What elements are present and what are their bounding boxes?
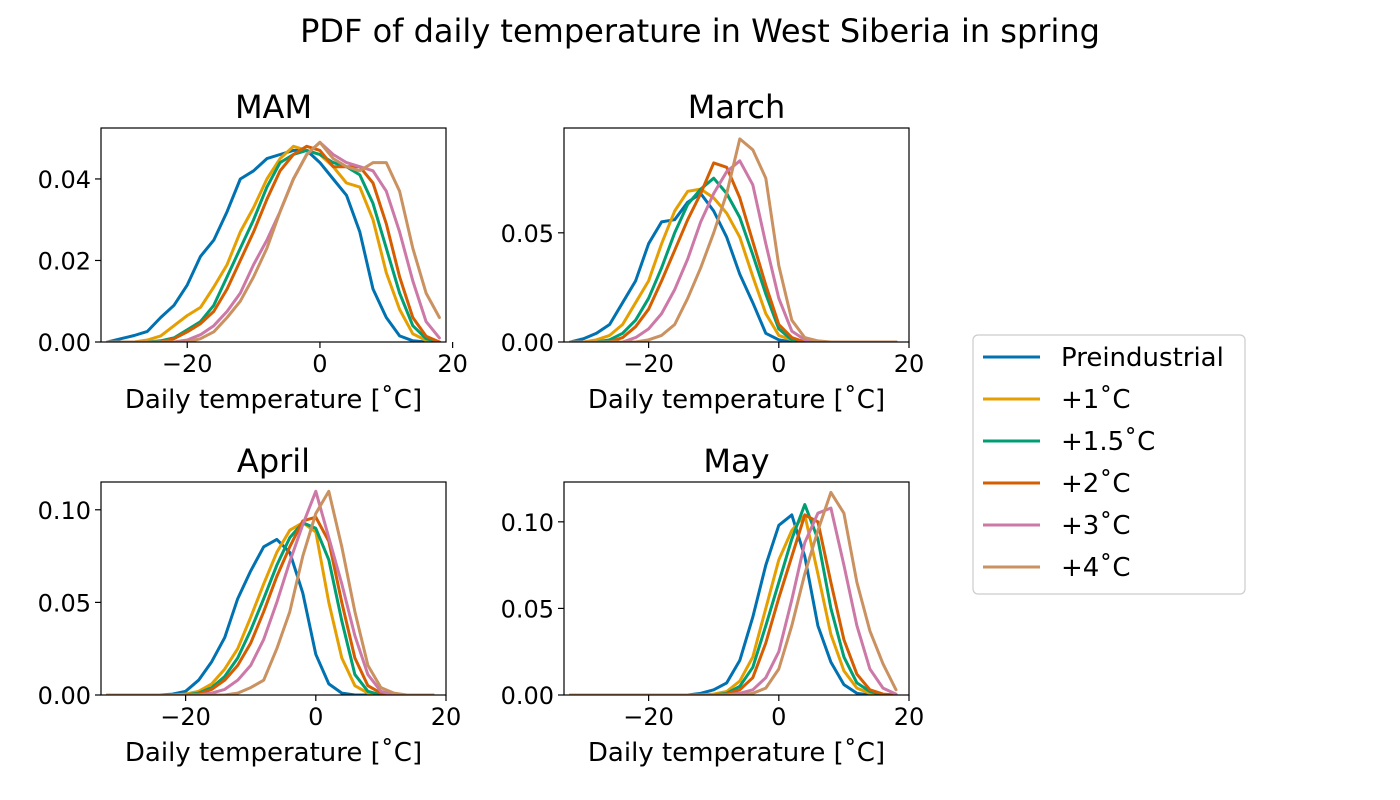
panel-april: April −20 0 20 0.00 0.05 0.10 Daily temperature… <box>38 442 462 768</box>
x-tick-label: 20 <box>894 703 925 731</box>
y-tick-label: 0.05 <box>501 595 554 623</box>
axes-frame <box>563 127 910 343</box>
series-line-3 <box>106 515 435 695</box>
series-line-2 <box>106 521 435 695</box>
series-group <box>569 490 898 695</box>
series-line-3 <box>569 513 898 695</box>
legend-label: +2˚C <box>1061 469 1130 499</box>
series-line-2 <box>569 503 898 695</box>
legend-label: +4˚C <box>1061 553 1130 583</box>
series-group <box>106 140 441 342</box>
legend-frame <box>972 334 1246 595</box>
x-tick-label: −20 <box>162 350 213 378</box>
y-tick-label: 0.04 <box>38 166 91 194</box>
series-line-5 <box>106 489 435 695</box>
x-tick-label: 0 <box>312 350 327 378</box>
panel-title: May <box>703 442 769 480</box>
y-tick-label: 0.05 <box>38 589 91 617</box>
series-line-5 <box>106 140 441 342</box>
series-line-1 <box>569 513 898 695</box>
y-tick-label: 0.00 <box>501 682 554 710</box>
axes-frame <box>563 481 910 696</box>
series-line-4 <box>106 489 435 695</box>
figure-suptitle: PDF of daily temperature in West Siberia… <box>300 12 1100 50</box>
series-line-5 <box>569 137 898 342</box>
series-group <box>106 489 435 695</box>
series-line-2 <box>569 176 898 342</box>
series-group <box>569 137 898 342</box>
x-axis-label: Daily temperature [˚C] <box>588 738 885 768</box>
series-line-2 <box>106 148 441 342</box>
y-tick-label: 0.00 <box>38 682 91 710</box>
panel-title: March <box>688 88 786 126</box>
axes-frame <box>100 127 447 343</box>
legend-label: +1.5˚C <box>1061 427 1155 457</box>
y-tick-label: 0.10 <box>38 497 91 525</box>
series-line-0 <box>569 513 898 695</box>
legend-label: +3˚C <box>1061 511 1130 541</box>
x-tick-label: 0 <box>308 703 323 731</box>
panels: MAM −20 0 20 0.00 0.02 0.04 Daily temperature [… <box>38 88 925 768</box>
legend: Preindustrial +1˚C +1.5˚C +2˚C +3˚C +4˚C <box>972 334 1246 595</box>
x-tick-label: −20 <box>160 703 211 731</box>
panel-title: MAM <box>235 88 312 126</box>
series-line-5 <box>569 490 898 695</box>
series-line-0 <box>106 148 441 342</box>
series-line-1 <box>106 521 435 695</box>
y-tick-label: 0.00 <box>38 329 91 357</box>
x-axis-label: Daily temperature [˚C] <box>125 738 422 768</box>
x-tick-label: −20 <box>623 350 674 378</box>
y-tick-label: 0.10 <box>501 509 554 537</box>
x-tick-label: 0 <box>771 350 786 378</box>
axes-frame <box>100 481 447 696</box>
x-tick-label: 0 <box>771 703 786 731</box>
x-tick-label: 20 <box>431 703 462 731</box>
legend-label: +1˚C <box>1061 385 1130 415</box>
x-tick-label: 20 <box>894 350 925 378</box>
x-tick-label: −20 <box>623 703 674 731</box>
series-line-0 <box>569 192 898 342</box>
legend-label: Preindustrial <box>1061 343 1224 373</box>
panel-mam: MAM −20 0 20 0.00 0.02 0.04 Daily temperature [… <box>38 88 468 415</box>
y-tick-label: 0.00 <box>501 329 554 357</box>
panel-may: May −20 0 20 0.00 0.05 0.10 Daily temperature [… <box>501 442 925 768</box>
series-line-3 <box>569 161 898 342</box>
y-tick-label: 0.05 <box>501 220 554 248</box>
panel-march: March −20 0 20 0.00 0.05 Daily temperature [˚C… <box>501 88 925 415</box>
y-tick-label: 0.02 <box>38 247 91 275</box>
series-line-1 <box>569 187 898 342</box>
x-tick-label: 20 <box>437 350 468 378</box>
x-axis-label: Daily temperature [˚C] <box>588 385 885 415</box>
panel-title: April <box>237 442 310 480</box>
series-line-1 <box>106 144 441 342</box>
x-axis-label: Daily temperature [˚C] <box>125 385 422 415</box>
